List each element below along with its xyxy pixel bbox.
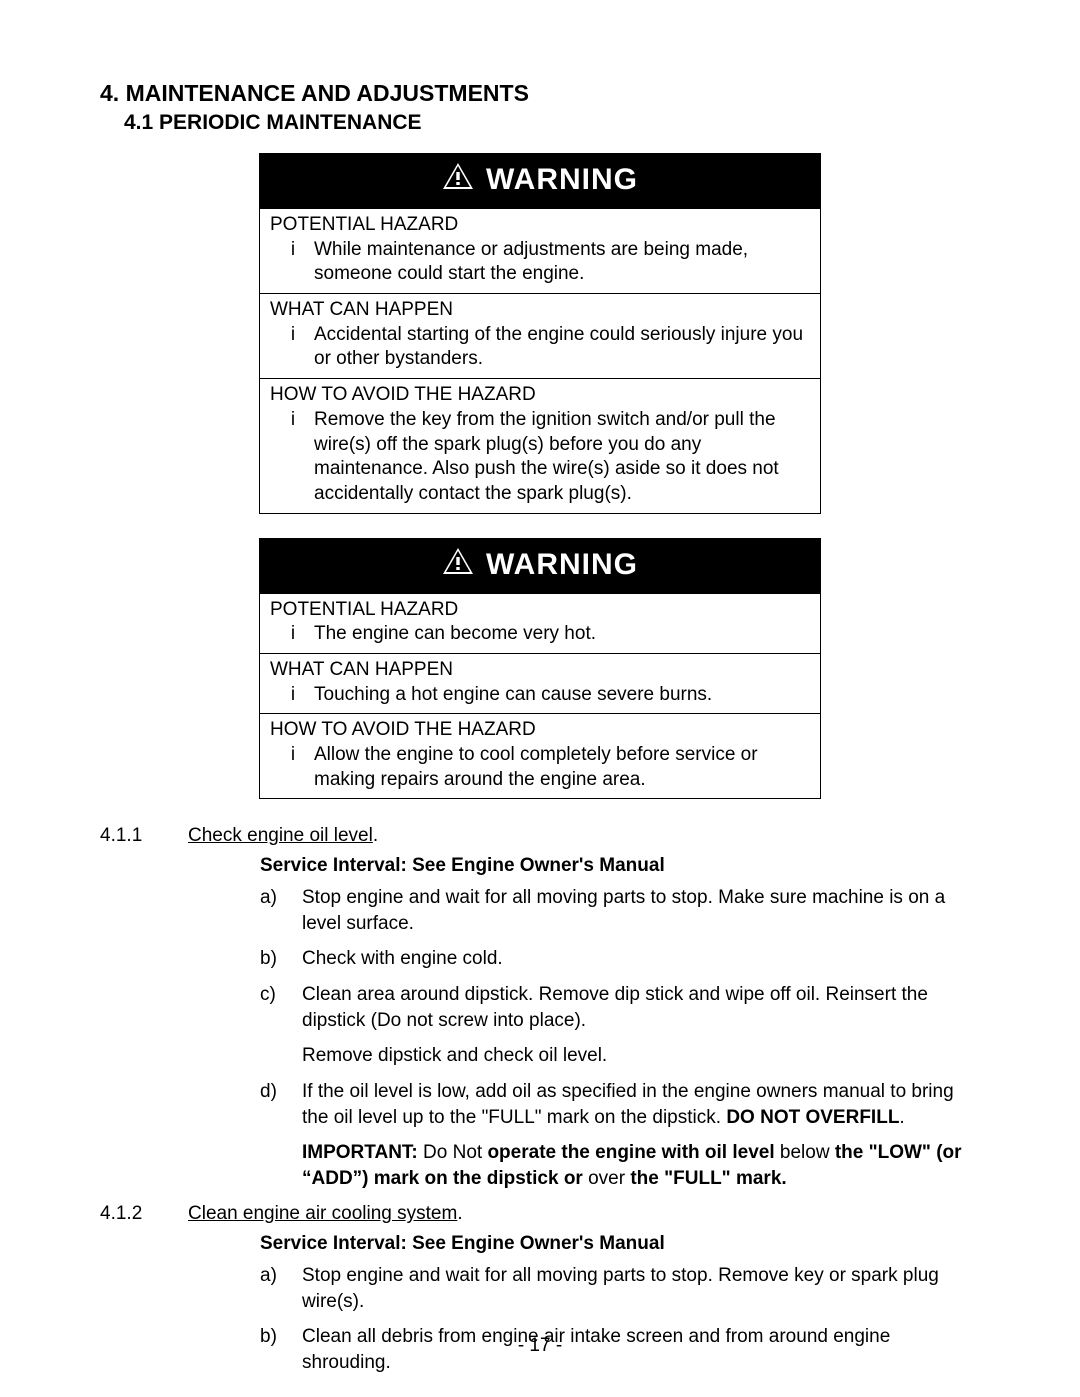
page-number: - 17 - <box>0 1335 1080 1357</box>
warning-box-1: WARNING POTENTIAL HAZARD i While mainten… <box>259 153 821 514</box>
subsection-number: 4.1.2 <box>100 1201 160 1227</box>
item-continuation: IMPORTANT: Do Not operate the engine wit… <box>302 1140 980 1191</box>
item-text: Clean area around dipstick. Remove dip s… <box>302 984 928 1031</box>
item-text-part: below <box>775 1142 835 1163</box>
what-can-happen-heading: WHAT CAN HAPPEN <box>270 298 810 323</box>
item-bold-part: DO NOT OVERFILL <box>726 1107 899 1128</box>
bullet-marker: i <box>286 323 300 348</box>
list-item: a) Stop engine and wait for all moving p… <box>260 1263 980 1314</box>
warning-header: WARNING <box>260 154 820 208</box>
what-can-happen-text: Touching a hot engine can cause severe b… <box>314 683 810 708</box>
heading-level-2: 4.1 PERIODIC MAINTENANCE <box>124 111 980 135</box>
avoid-hazard-bullet: i Allow the engine to cool completely be… <box>270 743 810 792</box>
bullet-marker: i <box>286 238 300 263</box>
item-body: Stop engine and wait for all moving part… <box>302 885 980 936</box>
avoid-hazard-text: Remove the key from the ignition switch … <box>314 408 810 507</box>
warning-triangle-icon <box>442 547 474 583</box>
what-can-happen-bullet: i Accidental starting of the engine coul… <box>270 323 810 372</box>
hazard-bullet: i The engine can become very hot. <box>270 622 810 647</box>
list-item: a) Stop engine and wait for all moving p… <box>260 885 980 936</box>
bullet-marker: i <box>286 743 300 768</box>
item-letter: a) <box>260 1263 284 1289</box>
what-can-happen-bullet: i Touching a hot engine can cause severe… <box>270 683 810 708</box>
important-bold: IMPORTANT: <box>302 1142 418 1163</box>
subsection-title: Clean engine air cooling system <box>188 1203 457 1224</box>
item-body: Clean area around dipstick. Remove dip s… <box>302 982 980 1069</box>
subsection-title-wrap: Check engine oil level. <box>188 823 378 849</box>
warning-content-table: POTENTIAL HAZARD i While maintenance or … <box>260 208 820 513</box>
letter-list-412: a) Stop engine and wait for all moving p… <box>260 1263 980 1376</box>
bullet-marker: i <box>286 622 300 647</box>
item-letter: d) <box>260 1079 284 1105</box>
item-text-part: over <box>583 1168 631 1189</box>
what-can-happen-text: Accidental starting of the engine could … <box>314 323 810 372</box>
service-interval: Service Interval: See Engine Owner's Man… <box>260 855 980 877</box>
bullet-marker: i <box>286 683 300 708</box>
what-can-happen-heading: WHAT CAN HAPPEN <box>270 658 810 683</box>
warning-label: WARNING <box>486 548 638 582</box>
warning-box-2: WARNING POTENTIAL HAZARD i The engine ca… <box>259 538 821 800</box>
subsection-412: 4.1.2 Clean engine air cooling system. <box>100 1201 980 1227</box>
subsection-number: 4.1.1 <box>100 823 160 849</box>
item-continuation: Remove dipstick and check oil level. <box>302 1043 980 1069</box>
bullet-marker: i <box>286 408 300 433</box>
list-item: d) If the oil level is low, add oil as s… <box>260 1079 980 1192</box>
hazard-text: While maintenance or adjustments are bei… <box>314 238 810 287</box>
warning-triangle-icon <box>442 162 474 198</box>
hazard-heading: POTENTIAL HAZARD <box>270 213 810 238</box>
list-item: c) Clean area around dipstick. Remove di… <box>260 982 980 1069</box>
avoid-hazard-bullet: i Remove the key from the ignition switc… <box>270 408 810 507</box>
hazard-heading: POTENTIAL HAZARD <box>270 598 810 623</box>
document-page: 4. MAINTENANCE AND ADJUSTMENTS 4.1 PERIO… <box>0 0 1080 1397</box>
warning-content-table: POTENTIAL HAZARD i The engine can become… <box>260 593 820 799</box>
item-body: Check with engine cold. <box>302 946 503 972</box>
subsection-411: 4.1.1 Check engine oil level. <box>100 823 980 849</box>
subsection-title-wrap: Clean engine air cooling system. <box>188 1201 463 1227</box>
item-body: If the oil level is low, add oil as spec… <box>302 1079 980 1192</box>
subsection-title: Check engine oil level <box>188 825 373 846</box>
avoid-hazard-heading: HOW TO AVOID THE HAZARD <box>270 718 810 743</box>
item-text-part: Do Not <box>418 1142 488 1163</box>
item-text-part: . <box>899 1107 904 1128</box>
item-body: Stop engine and wait for all moving part… <box>302 1263 980 1314</box>
heading-level-1: 4. MAINTENANCE AND ADJUSTMENTS <box>100 80 980 107</box>
avoid-hazard-text: Allow the engine to cool completely befo… <box>314 743 810 792</box>
list-item: b) Check with engine cold. <box>260 946 980 972</box>
hazard-bullet: i While maintenance or adjustments are b… <box>270 238 810 287</box>
letter-list-411: a) Stop engine and wait for all moving p… <box>260 885 980 1191</box>
item-letter: b) <box>260 946 284 972</box>
item-letter: c) <box>260 982 284 1008</box>
avoid-hazard-heading: HOW TO AVOID THE HAZARD <box>270 383 810 408</box>
item-bold-part: operate the engine with oil level <box>487 1142 774 1163</box>
warning-label: WARNING <box>486 163 638 197</box>
item-letter: a) <box>260 885 284 911</box>
item-bold-part: the "FULL" mark. <box>630 1168 786 1189</box>
warning-header: WARNING <box>260 539 820 593</box>
service-interval: Service Interval: See Engine Owner's Man… <box>260 1233 980 1255</box>
hazard-text: The engine can become very hot. <box>314 622 810 647</box>
